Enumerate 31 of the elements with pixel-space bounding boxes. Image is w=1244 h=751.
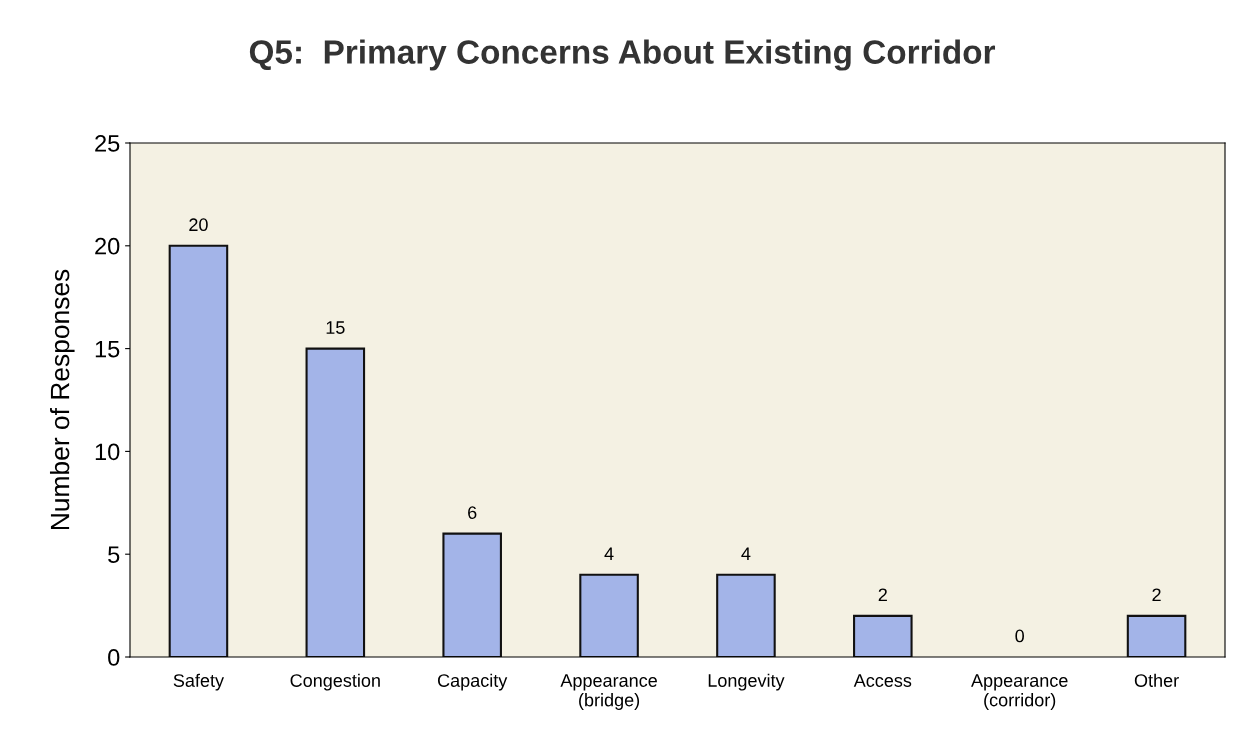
y-tick-label: 25 (95, 135, 120, 152)
data-label: 20 (189, 218, 208, 232)
data-label: 4 (741, 547, 751, 560)
x-tick-label: Other (1134, 673, 1179, 687)
data-label: 0 (1015, 629, 1024, 643)
y-tick-label: 15 (95, 340, 120, 358)
y-tick-label: 20 (95, 237, 120, 255)
bar (853, 614, 913, 657)
data-label: 15 (326, 321, 345, 334)
bar (579, 573, 639, 657)
x-tick-label: Longevity (708, 673, 785, 691)
data-label: 2 (1152, 588, 1161, 602)
y-tick-label: 5 (108, 546, 120, 563)
data-label: 4 (604, 547, 614, 560)
x-tick-label: Access (853, 674, 912, 687)
bar (305, 347, 366, 657)
x-tick-label: Appearance (bridge) (560, 674, 657, 710)
data-label: 6 (468, 506, 477, 519)
y-tick-label: 10 (95, 443, 120, 461)
x-tick-label: Congestion (290, 673, 380, 691)
x-tick-label: Capacity (437, 673, 508, 691)
bar (168, 244, 229, 657)
bar (442, 532, 502, 657)
y-axis-title: Number of Responses (49, 269, 75, 530)
bar (1126, 614, 1187, 657)
x-tick-label: Appearance (corridor) (971, 674, 1068, 710)
bar (716, 573, 776, 657)
chart-title: Q5: Primary Concerns About Existing Corridor (249, 39, 996, 71)
data-label: 2 (878, 588, 887, 602)
x-tick-label: Safety (173, 673, 224, 691)
y-tick-label: 0 (108, 649, 120, 666)
